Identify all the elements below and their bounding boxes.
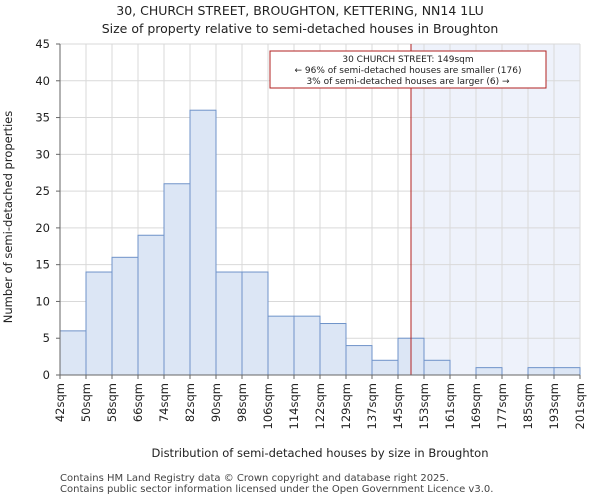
- x-tick-label: 114sqm: [287, 383, 301, 429]
- histogram-bar: [345, 345, 373, 376]
- x-tick-label: 74sqm: [157, 383, 171, 422]
- x-tick-label: 122sqm: [313, 383, 327, 429]
- histogram-bar: [553, 367, 581, 376]
- y-tick-label: 30: [35, 147, 50, 161]
- larger-region-shade: [411, 44, 580, 375]
- y-tick-label: 40: [35, 74, 50, 88]
- x-axis-label: Distribution of semi-detached houses by …: [152, 446, 489, 460]
- y-tick-label: 10: [35, 294, 50, 308]
- x-tick-label: 177sqm: [495, 383, 509, 429]
- x-tick-label: 169sqm: [469, 383, 483, 429]
- annotation-line-1: 30 CHURCH STREET: 149sqm: [342, 55, 473, 65]
- histogram-bar: [215, 271, 243, 376]
- footer-licence: Contains public sector information licen…: [60, 484, 494, 495]
- x-tick-label: 50sqm: [79, 383, 93, 422]
- x-tick-label: 185sqm: [521, 383, 535, 429]
- x-tick-label: 193sqm: [547, 383, 561, 429]
- histogram-bar: [163, 183, 191, 376]
- x-tick-label: 82sqm: [183, 383, 197, 422]
- y-axis-label: Number of semi-detached properties: [1, 111, 15, 323]
- histogram-bar: [189, 109, 217, 376]
- x-tick-label: 153sqm: [417, 383, 431, 429]
- x-tick-label: 201sqm: [573, 383, 587, 429]
- x-tick-label: 137sqm: [365, 383, 379, 429]
- histogram-bar: [293, 315, 321, 376]
- histogram-bar: [267, 315, 295, 376]
- annotation-line-2: ← 96% of semi-detached houses are smalle…: [295, 66, 522, 76]
- chart-subtitle: Size of property relative to semi-detach…: [101, 21, 499, 36]
- y-tick-label: 5: [43, 331, 50, 345]
- y-tick-label: 45: [35, 37, 50, 51]
- histogram-bar: [137, 234, 165, 376]
- x-tick-label: 90sqm: [209, 383, 223, 422]
- x-tick-label: 106sqm: [261, 383, 275, 429]
- x-tick-label: 42sqm: [53, 383, 67, 422]
- histogram-bar: [59, 330, 87, 376]
- annotation-line-3: 3% of semi-detached houses are larger (6…: [306, 77, 510, 87]
- y-tick-label: 20: [35, 221, 50, 235]
- histogram-bar: [371, 359, 399, 376]
- y-tick-label: 35: [35, 111, 50, 125]
- x-tick-label: 58sqm: [105, 383, 119, 422]
- y-tick-label: 0: [43, 368, 50, 382]
- x-tick-label: 66sqm: [131, 383, 145, 422]
- y-tick-label: 15: [35, 258, 50, 272]
- histogram-bar: [111, 256, 139, 376]
- histogram-bar: [319, 323, 347, 376]
- histogram-bar: [475, 367, 503, 376]
- x-tick-label: 145sqm: [391, 383, 405, 429]
- x-tick-label: 98sqm: [235, 383, 249, 422]
- x-tick-label: 129sqm: [339, 383, 353, 429]
- y-tick-label: 25: [35, 184, 50, 198]
- chart-title: 30, CHURCH STREET, BROUGHTON, KETTERING,…: [116, 3, 484, 18]
- histogram-bar: [241, 271, 269, 376]
- annotation-box: [269, 50, 547, 89]
- histogram-bar: [85, 271, 113, 376]
- x-tick-label: 161sqm: [443, 383, 457, 429]
- histogram-bar: [423, 359, 451, 376]
- histogram-bar: [527, 367, 555, 376]
- footer-copyright: Contains HM Land Registry data © Crown c…: [60, 473, 449, 484]
